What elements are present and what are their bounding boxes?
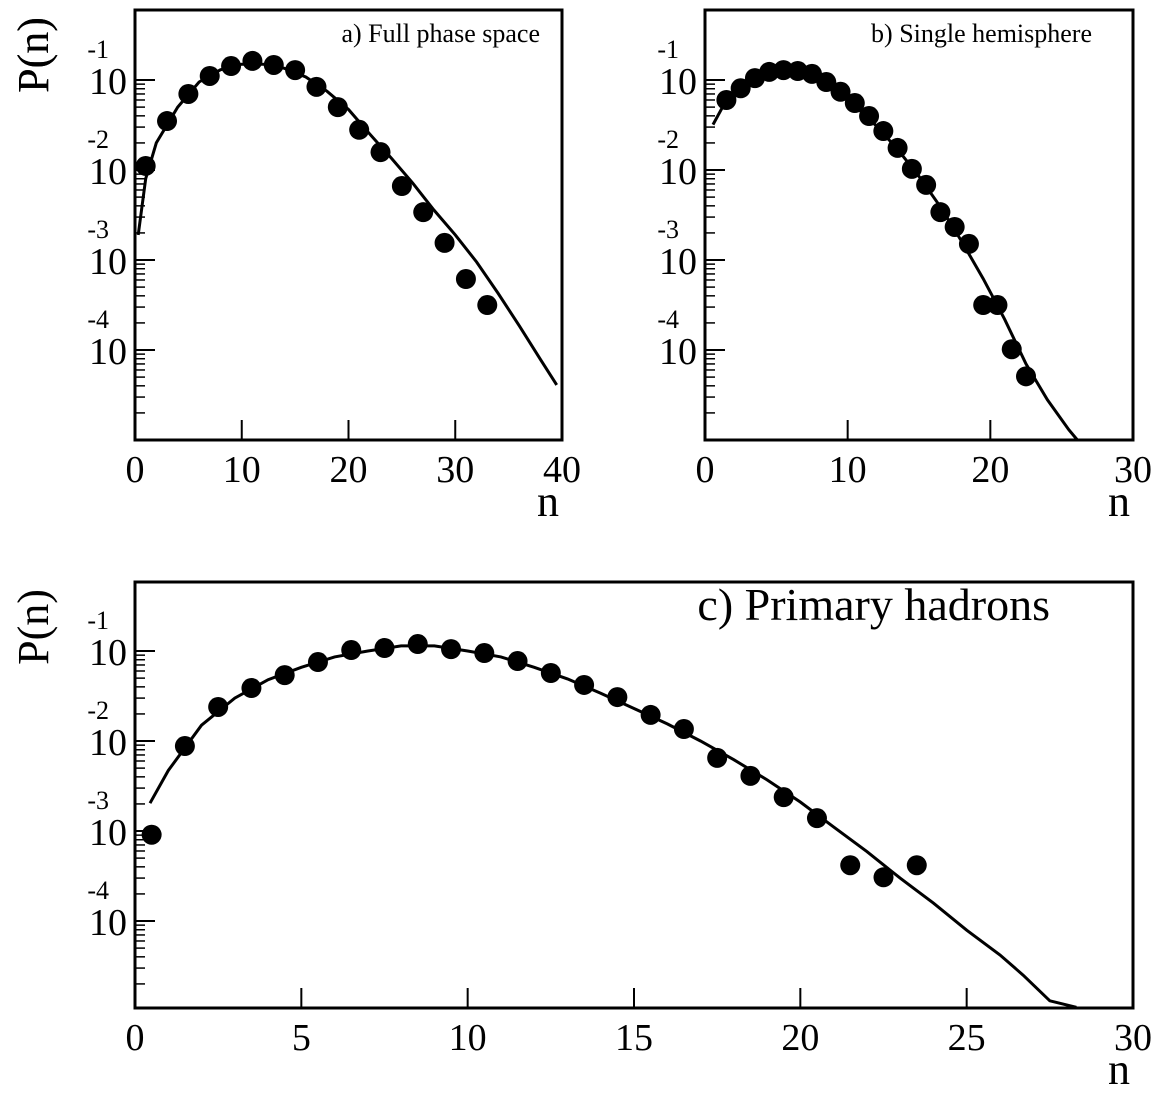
x-tick-label: 30 — [1114, 449, 1152, 491]
y-tick-label: 10 — [89, 61, 127, 103]
data-point — [208, 696, 229, 717]
data-point — [773, 787, 794, 808]
x-tick-label: 5 — [292, 1017, 311, 1059]
data-point — [740, 765, 761, 786]
y-tick-exponent: -4 — [657, 305, 679, 334]
data-point — [830, 81, 851, 102]
y-tick-exponent: -4 — [87, 305, 109, 334]
plot-frame — [133, 8, 564, 442]
y-tick-label: 10 — [659, 241, 697, 283]
data-point — [341, 640, 362, 661]
x-tick-label: 10 — [829, 449, 867, 491]
data-point — [844, 93, 865, 114]
data-point — [906, 855, 927, 876]
data-point — [859, 106, 880, 127]
data-point — [242, 50, 263, 71]
y-tick-label: 10 — [659, 331, 697, 373]
x-tick-label: 0 — [696, 449, 715, 491]
data-point — [477, 295, 498, 316]
y-tick-exponent: -2 — [657, 125, 679, 154]
curve — [711, 69, 1079, 441]
data-point — [455, 269, 476, 290]
panel-title: c) Primary hadrons — [697, 579, 1050, 630]
y-tick-label: 10 — [89, 241, 127, 283]
y-tick-exponent: -1 — [657, 35, 679, 64]
data-point — [413, 202, 434, 223]
x-tick-label: 25 — [948, 1017, 986, 1059]
panel-title: b) Single hemisphere — [871, 19, 1092, 48]
data-point — [370, 142, 391, 163]
x-tick-label: 20 — [971, 449, 1009, 491]
y-tick-exponent: -4 — [87, 876, 109, 905]
y-tick-exponent: -3 — [87, 786, 109, 815]
y-tick-exponent: -3 — [657, 215, 679, 244]
y-tick-exponent: -1 — [87, 35, 109, 64]
x-tick-label: 30 — [1114, 1017, 1152, 1059]
y-tick-exponent: -1 — [87, 606, 109, 635]
y-tick-exponent: -2 — [87, 696, 109, 725]
y-axis-label: P(n) — [9, 17, 58, 93]
x-tick-label: 10 — [223, 449, 261, 491]
data-point — [973, 295, 994, 316]
data-point — [327, 97, 348, 118]
curve — [148, 644, 1077, 1009]
y-axis-label: P(n) — [9, 17, 58, 93]
x-tick-label: 0 — [126, 1017, 145, 1059]
y-tick-label: 10 — [89, 812, 127, 854]
x-axis-label: n — [1108, 1045, 1130, 1094]
data-point — [958, 233, 979, 254]
data-point — [873, 867, 894, 888]
data-point — [806, 808, 827, 829]
x-tick-label: 30 — [436, 449, 474, 491]
data-point — [141, 824, 162, 845]
x-tick-label: 0 — [126, 449, 145, 491]
x-tick-label: 15 — [615, 1017, 653, 1059]
y-tick-exponent: -3 — [87, 215, 109, 244]
x-axis-label: n — [1108, 477, 1130, 526]
data-point — [434, 232, 455, 253]
x-tick-label: 10 — [449, 1017, 487, 1059]
y-tick-label: 10 — [89, 632, 127, 674]
x-tick-label: 20 — [781, 1017, 819, 1059]
plot-frame — [703, 8, 1135, 442]
y-tick-label: 10 — [89, 902, 127, 944]
data-point — [349, 119, 370, 140]
y-tick-label: 10 — [659, 61, 697, 103]
x-tick-label: 20 — [330, 449, 368, 491]
y-tick-exponent: -2 — [87, 125, 109, 154]
x-axis-label: n — [537, 477, 559, 526]
data-point — [407, 634, 428, 655]
panel-title: a) Full phase space — [341, 19, 540, 48]
data-point — [840, 855, 861, 876]
y-tick-label: 10 — [89, 151, 127, 193]
y-tick-label: 10 — [659, 151, 697, 193]
y-axis-label: P(n) — [9, 589, 58, 665]
curve — [136, 62, 558, 386]
y-tick-label: 10 — [89, 331, 127, 373]
y-tick-label: 10 — [89, 722, 127, 764]
x-tick-label: 40 — [543, 449, 581, 491]
data-point — [391, 176, 412, 197]
